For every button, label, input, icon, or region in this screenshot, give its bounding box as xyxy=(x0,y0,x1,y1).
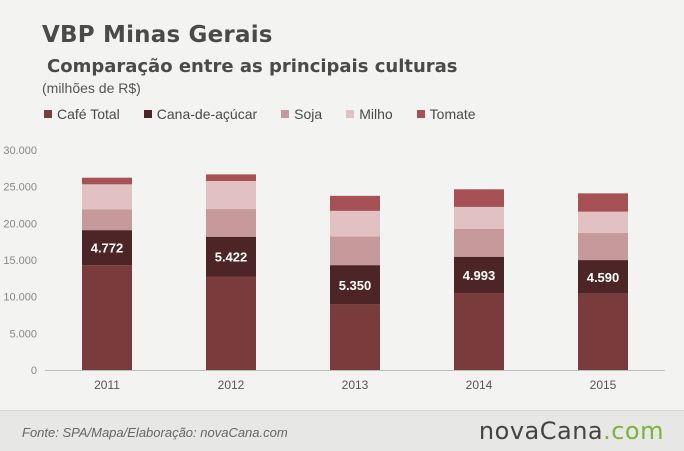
legend-item-soja: Soja xyxy=(281,106,322,122)
logo-suffix-text: .com xyxy=(603,417,664,445)
bar-segment-soja xyxy=(330,236,380,266)
bar-segment-milho xyxy=(330,210,380,237)
bar-segment-cana xyxy=(454,256,504,294)
y-tick-label: 20.000 xyxy=(3,218,37,230)
x-tick-label: 2014 xyxy=(466,378,493,392)
bar-segment-cana xyxy=(578,260,628,294)
legend-swatch-soja xyxy=(281,110,290,118)
bar-segment-cana xyxy=(82,230,132,266)
bar-segment-milho xyxy=(82,184,132,210)
bar-segment-soja xyxy=(82,209,132,231)
legend-swatch-milho xyxy=(346,110,355,118)
bar-segment-tomate xyxy=(82,177,132,185)
legend-label-tomate: Tomate xyxy=(429,106,476,122)
bar-segment-cafe xyxy=(454,293,504,370)
bar-segment-soja xyxy=(578,232,628,261)
y-tick-label: 10.000 xyxy=(3,292,37,304)
bar-segment-cafe xyxy=(330,304,380,370)
data-label: 4.772 xyxy=(91,241,124,256)
bar-segment-cafe xyxy=(578,293,628,370)
legend-label-soja: Soja xyxy=(294,106,323,122)
bar-segment-tomate xyxy=(578,193,628,212)
x-tick-label: 2011 xyxy=(94,378,120,392)
y-tick-label: 15.000 xyxy=(3,255,37,267)
bar-segment-soja xyxy=(454,228,504,257)
chart-subtitle: Comparação entre as principais culturas xyxy=(47,56,458,77)
legend-swatch-cafe xyxy=(44,110,52,118)
chart-title: VBP Minas Gerais xyxy=(42,22,273,48)
legend-swatch-cana xyxy=(143,110,152,118)
y-tick-label: 5.000 xyxy=(9,328,37,340)
novacana-logo: novaCana.com xyxy=(479,417,664,445)
bar-segment-cana xyxy=(330,265,380,305)
data-label: 5.350 xyxy=(339,278,372,293)
y-tick-label: 25.000 xyxy=(3,182,37,194)
bar-segment-milho xyxy=(578,211,628,233)
x-tick-label: 2015 xyxy=(590,378,617,392)
legend-label-milho: Milho xyxy=(359,106,393,122)
x-tick-label: 2013 xyxy=(342,378,369,392)
legend-item-cana: Cana-de-açúcar xyxy=(143,106,258,122)
data-label: 4.993 xyxy=(463,268,496,283)
stacked-bar-chart: 0 5.000 10.000 15.000 20.000 25.000 30.000 4.77… xyxy=(3,145,665,392)
source-note: Fonte: SPA/Mapa/Elaboração: novaCana.com xyxy=(22,425,288,440)
legend-item-tomate: Tomate xyxy=(416,106,476,122)
legend-item-cafe: Café Total xyxy=(44,106,120,122)
bar-segment-cafe xyxy=(206,276,256,370)
bar-segment-tomate xyxy=(330,195,380,211)
bar-segment-cafe xyxy=(82,265,132,370)
legend-label-cafe: Café Total xyxy=(57,106,120,122)
legend-item-milho: Milho xyxy=(346,106,393,122)
logo-main-text: novaCana xyxy=(478,417,604,445)
legend-swatch-tomate xyxy=(416,110,425,118)
bar-segment-cana xyxy=(206,236,256,277)
x-tick-label: 2012 xyxy=(218,378,245,392)
bar-segment-milho xyxy=(206,181,256,209)
bar-segment-tomate xyxy=(454,189,504,207)
legend: Café Total Cana-de-açúcar Soja Milho Tom… xyxy=(44,106,500,122)
data-label: 5.422 xyxy=(215,250,248,265)
footer: Fonte: SPA/Mapa/Elaboração: novaCana.com… xyxy=(0,410,684,451)
units-label: (milhões de R$) xyxy=(42,80,141,96)
y-tick-label: 0 xyxy=(31,365,37,377)
bar-segment-soja xyxy=(206,208,256,237)
y-tick-label: 30.000 xyxy=(3,145,37,157)
legend-label-cana: Cana-de-açúcar xyxy=(156,106,258,122)
data-label: 4.590 xyxy=(587,270,620,285)
bar-segment-tomate xyxy=(206,174,256,182)
bar-segment-milho xyxy=(454,206,504,229)
